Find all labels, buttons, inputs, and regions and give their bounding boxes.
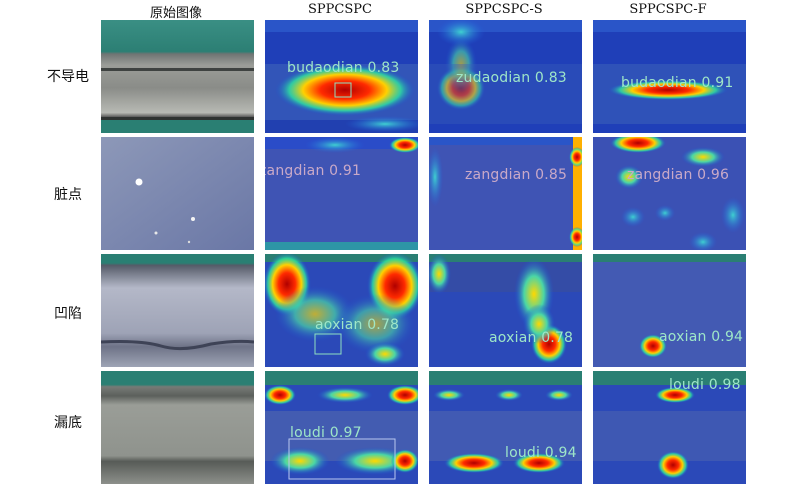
image-r1-original	[101, 137, 254, 250]
heatmap-r2-sppcspc-s: aoxian 0.78	[429, 254, 582, 367]
image-r2-original	[101, 254, 254, 367]
detection-label-r1-sppcspc-s: zangdian 0.85	[465, 167, 568, 183]
heatmap-r0-sppcspc-f: budaodian 0.91	[593, 20, 746, 133]
heatmap-r3-sppcspc-s: loudi 0.94	[429, 371, 582, 484]
row-label-loudi: 漏底	[54, 415, 82, 431]
heatmap-r2-sppcspc-f: aoxian 0.94	[593, 254, 746, 367]
heatmap-r1-sppcspc: zangdian 0.91	[265, 137, 418, 250]
row-label-zangdian: 脏点	[54, 187, 82, 203]
heatmap-r2-sppcspc: aoxian 0.78	[265, 254, 418, 367]
detection-label-r1-sppcspc-f: zangdian 0.96	[627, 167, 730, 183]
detection-label-r1-sppcspc: zangdian 0.91	[265, 163, 362, 179]
heatmap-r3-sppcspc: loudi 0.97	[265, 371, 418, 484]
detection-label-r2-sppcspc-f: aoxian 0.94	[659, 329, 744, 345]
row-label-budaodian: 不导电	[47, 69, 89, 85]
heatmap-r0-sppcspc-s: zudaodian 0.83	[429, 20, 582, 133]
col-header-sppcspc-f: SPPCSPC-F	[629, 2, 707, 17]
detection-label-r0-sppcspc-f: budaodian 0.91	[621, 75, 734, 91]
row-label-aoxian: 凹陷	[54, 306, 82, 322]
image-r0-original	[101, 20, 254, 133]
detection-label-r0-sppcspc: budaodian 0.83	[287, 60, 400, 76]
heatmap-r0-sppcspc: budaodian 0.83	[265, 20, 418, 133]
image-r3-original	[101, 371, 254, 484]
heatmap-r3-sppcspc-f: loudi 0.98	[593, 371, 746, 484]
col-header-sppcspc-s: SPPCSPC-S	[465, 2, 543, 17]
detection-label-r3-sppcspc-f: loudi 0.98	[669, 377, 741, 393]
detection-label-r3-sppcspc-s: loudi 0.94	[505, 445, 577, 461]
heatmap-r1-sppcspc-s: zangdian 0.85	[429, 137, 582, 250]
col-header-original: 原始图像	[149, 6, 202, 21]
col-header-sppcspc: SPPCSPC	[308, 2, 372, 17]
detection-label-r2-sppcspc: aoxian 0.78	[315, 317, 400, 333]
detection-label-r3-sppcspc: loudi 0.97	[290, 425, 362, 441]
heatmap-r1-sppcspc-f: zangdian 0.96	[593, 137, 746, 250]
detection-label-r0-sppcspc-s: zudaodian 0.83	[456, 70, 567, 86]
detection-label-r2-sppcspc-s: aoxian 0.78	[489, 330, 574, 346]
